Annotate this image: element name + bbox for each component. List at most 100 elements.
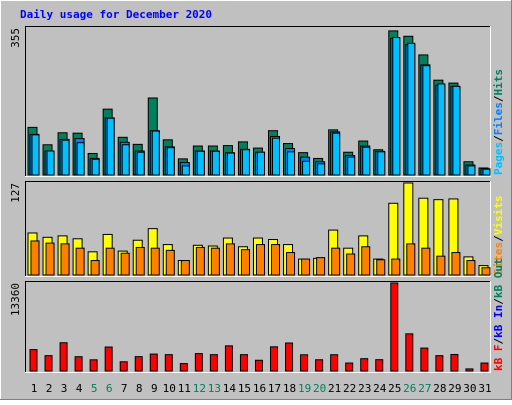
visits-sites-bar-sites-22 bbox=[346, 253, 356, 276]
visits-sites-legend: Sites/Visits bbox=[492, 196, 505, 276]
kbf-kbin-kbout-legend: kB F/kB In/kB Out bbox=[492, 258, 505, 371]
x-tick-label-2: 2 bbox=[46, 382, 53, 395]
x-tick-label-1: 1 bbox=[31, 382, 38, 395]
kbf-kbin-kbout-bar-kb-f-20 bbox=[315, 359, 324, 372]
visits-sites-bar-sites-6 bbox=[105, 247, 115, 276]
hits-files-pages-bar-pages-21 bbox=[332, 132, 341, 176]
x-tick-label-19: 19 bbox=[298, 382, 311, 395]
x-tick-label-29: 29 bbox=[448, 382, 461, 395]
x-tick-label-16: 16 bbox=[253, 382, 266, 395]
hits-files-pages-bar-pages-17 bbox=[272, 137, 281, 176]
x-tick-label-14: 14 bbox=[223, 382, 237, 395]
kbf-kbin-kbout-legend-separator: / bbox=[492, 338, 505, 345]
x-tick-label-12: 12 bbox=[193, 382, 206, 395]
kbf-kbin-kbout-bar-kb-f-18 bbox=[285, 342, 294, 372]
kbf-kbin-kbout-bar-kb-f-12 bbox=[194, 353, 203, 372]
x-tick-label-5: 5 bbox=[91, 382, 98, 395]
hits-files-pages-bar-pages-28 bbox=[437, 83, 446, 176]
hits-files-pages-bar-pages-13 bbox=[211, 150, 220, 176]
x-axis-labels: 1 2 3 4 5 6 7 8 9 10 11 12 13 14 15 16 17 18 19 20 21 22 23 24 2… bbox=[31, 382, 492, 395]
kbf-kbin-kbout-bar-kb-f-28 bbox=[435, 355, 444, 372]
x-tick-label-10: 10 bbox=[163, 382, 176, 395]
visits-sites-bar-sites-4 bbox=[75, 247, 85, 276]
hits-files-pages-bar-pages-20 bbox=[317, 163, 326, 176]
x-tick-label-15: 15 bbox=[238, 382, 251, 395]
kbf-kbin-kbout-bar-kb-f-27 bbox=[420, 347, 429, 372]
visits-sites-bar-sites-14 bbox=[225, 243, 235, 276]
x-tick-label-3: 3 bbox=[61, 382, 68, 395]
x-tick-label-28: 28 bbox=[433, 382, 446, 395]
kbf-kbin-kbout-bar-kb-f-31 bbox=[480, 362, 489, 372]
hits-files-pages-bar-pages-23 bbox=[362, 146, 371, 176]
x-tick-label-26: 26 bbox=[403, 382, 416, 395]
visits-sites-bar-sites-15 bbox=[240, 249, 250, 276]
visits-sites-bar-sites-24 bbox=[376, 259, 386, 276]
hits-files-pages-bar-pages-5 bbox=[91, 158, 100, 176]
hits-files-pages-bar-pages-9 bbox=[151, 130, 160, 176]
hits-files-pages-bar-pages-6 bbox=[106, 117, 115, 176]
visits-sites-legend-sites: Sites bbox=[492, 242, 505, 275]
kbf-kbin-kbout-bar-kb-f-11 bbox=[179, 363, 188, 372]
kbf-kbin-kbout-bar-kb-f-2 bbox=[44, 355, 53, 372]
kbf-kbin-kbout-legend-kb-out: kB Out bbox=[492, 258, 505, 298]
kbf-kbin-kbout-legend-kb-f: kB F bbox=[492, 345, 505, 372]
visits-sites-bar-sites-12 bbox=[195, 246, 205, 276]
kbf-kbin-kbout-bar-kb-f-1 bbox=[29, 349, 38, 372]
hits-files-pages-bar-pages-8 bbox=[136, 151, 145, 176]
kbf-kbin-kbout-bar-kb-f-26 bbox=[405, 333, 414, 372]
x-tick-label-25: 25 bbox=[388, 382, 401, 395]
x-tick-label-30: 30 bbox=[463, 382, 476, 395]
x-tick-label-31: 31 bbox=[478, 382, 491, 395]
kbf-kbin-kbout-legend-separator: / bbox=[492, 298, 505, 305]
hits-files-pages-ymax-label: 355 bbox=[9, 28, 22, 48]
x-tick-label-27: 27 bbox=[418, 382, 431, 395]
kbf-kbin-kbout-bar-kb-f-19 bbox=[300, 354, 309, 372]
visits-sites-bar-sites-5 bbox=[90, 260, 100, 276]
visits-sites-bar-sites-27 bbox=[421, 247, 431, 276]
kbf-kbin-kbout-bar-kb-f-22 bbox=[345, 362, 354, 372]
visits-sites-bar-sites-30 bbox=[466, 260, 476, 276]
hits-files-pages-bar-pages-15 bbox=[241, 149, 250, 176]
hits-files-pages-bar-pages-30 bbox=[467, 165, 476, 176]
kbf-kbin-kbout-legend-kb-in: kB In bbox=[492, 305, 505, 338]
visits-sites-bar-sites-21 bbox=[331, 247, 341, 276]
kbf-kbin-kbout-bar-kb-f-24 bbox=[375, 359, 384, 372]
hits-files-pages-legend-separator: / bbox=[492, 135, 505, 142]
hits-files-pages-legend-hits: Hits bbox=[492, 69, 505, 96]
x-tick-label-20: 20 bbox=[313, 382, 326, 395]
hits-files-pages-bar-pages-18 bbox=[287, 151, 296, 176]
kbf-kbin-kbout-bar-kb-f-7 bbox=[119, 361, 128, 372]
hits-files-pages-bar-pages-12 bbox=[196, 150, 205, 176]
chart-panels: 355Pages/Files/Hits127Sites/Visits13360k… bbox=[9, 26, 505, 373]
kbf-kbin-kbout-bar-kb-f-4 bbox=[74, 356, 83, 372]
x-tick-label-13: 13 bbox=[208, 382, 221, 395]
visits-sites-ymax-label: 127 bbox=[9, 183, 22, 203]
kbf-kbin-kbout-bar-kb-f-21 bbox=[330, 354, 339, 372]
hits-files-pages-bar-pages-19 bbox=[302, 160, 311, 176]
x-tick-label-6: 6 bbox=[106, 382, 113, 395]
kbf-kbin-kbout-plot-area bbox=[25, 281, 491, 373]
visits-sites-bar-sites-23 bbox=[361, 246, 371, 276]
hits-files-pages-bar-pages-16 bbox=[256, 151, 265, 176]
chart-title: Daily usage for December 2020 bbox=[20, 8, 212, 21]
visits-sites-bar-sites-7 bbox=[120, 252, 130, 276]
visits-sites-legend-separator: / bbox=[492, 235, 505, 242]
visits-sites-bar-sites-29 bbox=[451, 252, 461, 276]
x-tick-label-9: 9 bbox=[151, 382, 158, 395]
visits-sites-bar-sites-3 bbox=[60, 243, 70, 276]
kbf-kbin-kbout-bar-kb-f-14 bbox=[224, 345, 233, 372]
x-tick-label-11: 11 bbox=[178, 382, 191, 395]
hits-files-pages-bar-pages-29 bbox=[452, 85, 461, 176]
kbf-kbin-kbout-ymax-label: 13360 bbox=[9, 283, 22, 316]
hits-files-pages-bar-pages-22 bbox=[347, 156, 356, 176]
kbf-kbin-kbout-bar-kb-f-10 bbox=[164, 354, 173, 372]
kbf-kbin-kbout-bar-kb-f-29 bbox=[450, 353, 459, 372]
hits-files-pages-bar-pages-27 bbox=[422, 65, 431, 176]
hits-files-pages-bar-pages-2 bbox=[46, 150, 55, 176]
hits-files-pages-bar-pages-3 bbox=[61, 139, 70, 176]
kbf-kbin-kbout-bar-kb-f-6 bbox=[104, 346, 113, 372]
visits-sites-bar-sites-16 bbox=[255, 244, 265, 276]
x-tick-label-22: 22 bbox=[343, 382, 356, 395]
